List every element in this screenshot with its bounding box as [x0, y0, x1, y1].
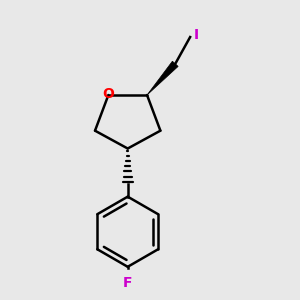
Polygon shape — [147, 61, 178, 95]
Text: I: I — [194, 28, 199, 42]
Text: O: O — [103, 86, 114, 100]
Text: F: F — [123, 276, 133, 290]
